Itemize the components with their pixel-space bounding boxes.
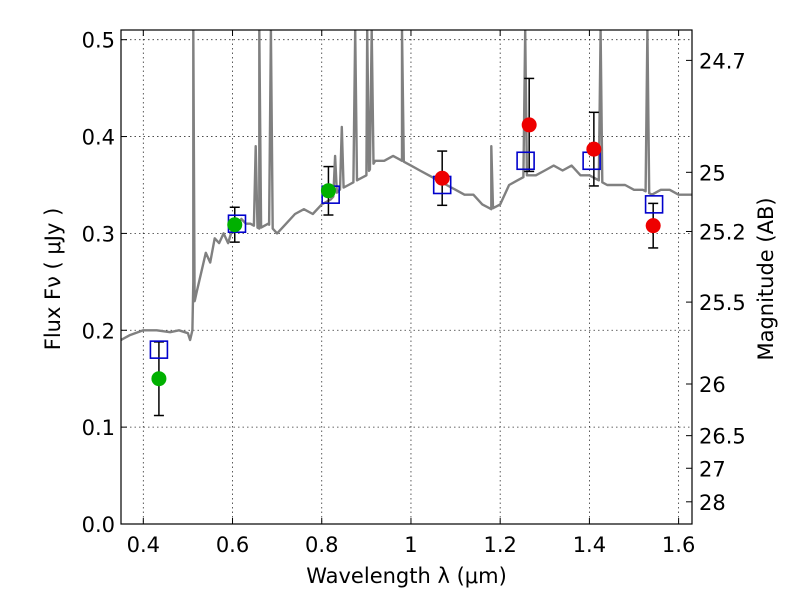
y-tick-label: 0.3 — [82, 222, 115, 246]
model-square-marker — [516, 151, 535, 171]
x-tick-label: 1.4 — [573, 533, 606, 557]
y-tick-label: 0.4 — [82, 126, 115, 150]
mag-tick-label: 25.2 — [699, 220, 746, 244]
x-tick-label: 0.4 — [127, 533, 160, 557]
y-tick-label: 0.5 — [82, 29, 115, 53]
right-axis-label: Magnitude (AB) — [754, 197, 778, 360]
mag-tick-label: 25.5 — [699, 291, 746, 315]
photometry-markers — [149, 117, 664, 387]
x-tick-label: 0.6 — [216, 533, 249, 557]
x-axis-label: Wavelength λ (μm) — [306, 564, 507, 588]
spectrum-line — [121, 30, 692, 342]
spectrum-series — [121, 30, 692, 342]
green-data-point — [320, 183, 336, 199]
y-tick-label: 0.1 — [82, 416, 115, 440]
green-data-point — [151, 371, 167, 387]
x-tick-label: 1.6 — [662, 533, 695, 557]
mag-tick-label: 27 — [699, 457, 726, 481]
mag-tick-label: 26.5 — [699, 425, 746, 449]
grid-lines — [121, 30, 692, 525]
error-bars — [153, 77, 659, 417]
green-data-point — [227, 217, 243, 233]
model-square-marker — [149, 340, 169, 359]
x-tick-label: 0.8 — [305, 533, 338, 557]
axis-ticks: 0.4 0.6 0.8 1 1.2 1.4 1.6 0.0 0.1 0.2 0.3 0.4 0.5 24.… — [82, 29, 746, 557]
red-data-point — [586, 141, 602, 157]
red-data-point — [645, 218, 661, 234]
mag-tick-label: 28 — [699, 491, 726, 515]
red-data-point — [521, 117, 537, 133]
y-tick-label: 0.0 — [82, 513, 115, 537]
x-tick-label: 1.2 — [483, 533, 516, 557]
mag-tick-label: 26 — [699, 373, 726, 397]
y-axis-label: Flux Fν ( μJy ) — [41, 208, 65, 351]
mag-tick-label: 25 — [699, 161, 726, 185]
mag-tick-label: 24.7 — [699, 49, 746, 73]
y-tick-label: 0.2 — [82, 319, 115, 343]
red-data-point — [434, 170, 450, 186]
x-tick-label: 1 — [404, 533, 417, 557]
model-square-marker — [644, 195, 664, 214]
plot-frame — [120, 29, 693, 525]
